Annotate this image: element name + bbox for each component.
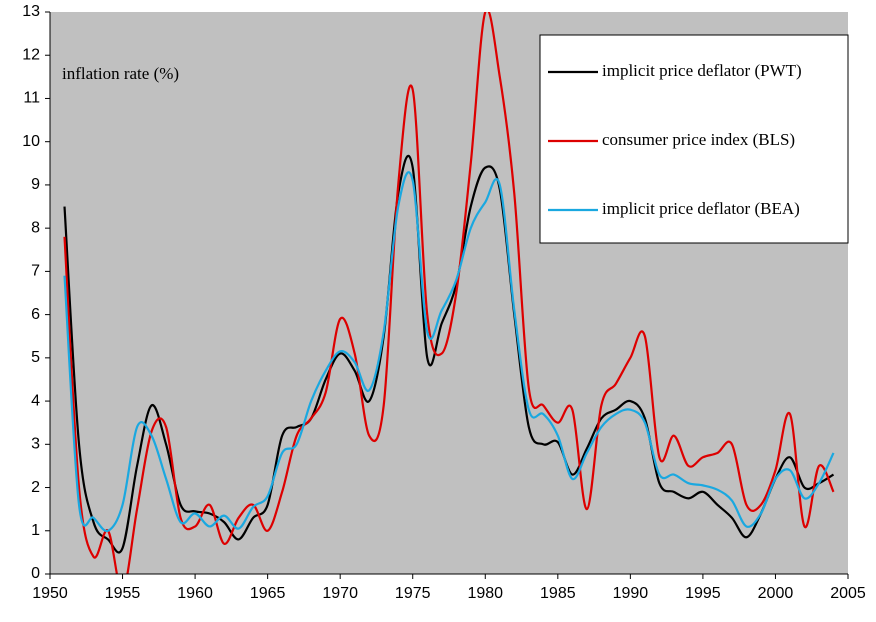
y-tick-label: 2	[31, 479, 40, 496]
x-tick-label: 1950	[32, 585, 68, 602]
y-tick-label: 12	[22, 46, 40, 63]
series-line	[63, 12, 835, 574]
x-tick-label: 1990	[613, 585, 649, 602]
y-tick-label: 8	[31, 219, 40, 236]
y-tick-label: 9	[31, 176, 40, 193]
series-line	[63, 154, 835, 554]
x-tick-label: 1955	[105, 585, 141, 602]
y-tick-label: 5	[31, 349, 40, 366]
x-tick-label: 1965	[250, 585, 286, 602]
x-tick-label: 1970	[322, 585, 358, 602]
x-tick-label: 1960	[177, 585, 213, 602]
x-tick-label: 1975	[395, 585, 431, 602]
x-tick-label: 1995	[685, 585, 721, 602]
y-tick-label: 7	[31, 263, 40, 280]
y-tick-label: 6	[31, 306, 40, 323]
annotation: inflation rate (%)	[62, 64, 179, 83]
y-tick-label: 1	[31, 522, 40, 539]
legend-label: implicit price deflator (BEA)	[602, 199, 800, 218]
y-tick-label: 11	[23, 90, 40, 107]
legend-label: consumer price index (BLS)	[602, 130, 795, 149]
x-tick-label: 1980	[467, 585, 503, 602]
y-tick-label: 0	[31, 565, 40, 582]
y-tick-label: 4	[31, 392, 40, 409]
x-tick-label: 2000	[758, 585, 794, 602]
x-tick-label: 2005	[830, 585, 866, 602]
y-tick-label: 3	[31, 436, 40, 453]
legend-label: implicit price deflator (PWT)	[602, 61, 802, 80]
y-tick-label: 10	[22, 133, 40, 150]
legend-box	[539, 34, 849, 244]
x-tick-label: 1985	[540, 585, 576, 602]
series-line	[63, 171, 835, 533]
series-group	[63, 12, 835, 574]
y-tick-label: 13	[22, 3, 40, 20]
